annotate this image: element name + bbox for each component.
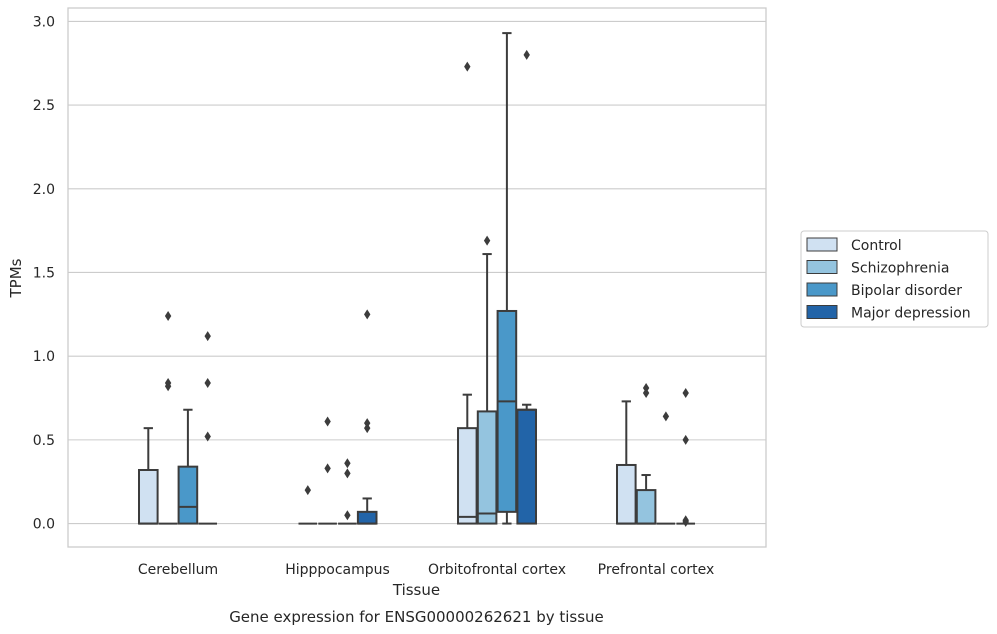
outlier-point xyxy=(164,377,172,388)
y-tick-labels: 0.0 0.5 1.0 1.5 2.0 2.5 3.0 xyxy=(33,14,55,532)
box-iqr xyxy=(516,408,538,525)
outlier-point xyxy=(164,311,172,321)
x-tick-label: Cerebellum xyxy=(138,562,218,578)
outlier-point xyxy=(682,434,689,445)
x-tick-label: Hipppocampus xyxy=(285,562,390,578)
box-major-depression xyxy=(516,49,538,525)
box-major-depression xyxy=(198,331,217,525)
box-iqr xyxy=(356,510,378,525)
box-control xyxy=(457,61,478,525)
legend-swatch xyxy=(806,282,838,297)
y-tick-label: 1.0 xyxy=(33,349,55,365)
y-tick-label: 2.5 xyxy=(33,98,55,114)
box-iqr xyxy=(476,410,498,525)
outlier-point xyxy=(464,61,471,72)
box-iqr xyxy=(457,427,478,525)
outlier-point xyxy=(324,416,331,427)
outlier-point xyxy=(344,468,351,479)
x-tick-label: Orbitofrontal cortex xyxy=(428,562,566,578)
outlier-point xyxy=(662,411,670,422)
box-iqr xyxy=(138,469,159,525)
y-axis-title: TPMs xyxy=(7,258,25,298)
outlier-point xyxy=(344,458,351,469)
legend-label: Schizophrenia xyxy=(851,261,949,277)
outlier-point xyxy=(364,418,371,429)
grid-lines xyxy=(68,20,766,525)
legend: Control Schizophrenia Bipolar disorder Majo… xyxy=(800,230,989,328)
box-schizophrenia xyxy=(635,382,657,525)
outlier-point xyxy=(324,463,331,474)
outlier-point xyxy=(204,377,211,388)
legend-frame xyxy=(800,230,989,328)
box-iqr xyxy=(635,489,657,525)
y-tick-label: 3.0 xyxy=(33,14,55,30)
outlier-point xyxy=(642,388,650,398)
y-tick-label: 0.5 xyxy=(33,433,55,449)
legend-swatch xyxy=(806,260,838,274)
legend-label: Major depression xyxy=(851,306,971,322)
legend-label: Bipolar disorder xyxy=(851,283,962,299)
box-schizophrenia xyxy=(318,416,337,525)
box-major-depression xyxy=(356,309,378,525)
x-tick-labels: Cerebellum Hipppocampus Orbitofrontal cort… xyxy=(138,562,714,578)
outlier-point xyxy=(364,423,371,434)
boxes xyxy=(138,32,695,527)
outlier-point xyxy=(682,515,689,526)
legend-label: Control xyxy=(851,238,902,254)
outlier-point xyxy=(304,485,311,496)
x-axis-title: Tissue xyxy=(392,581,440,599)
box-iqr xyxy=(177,465,199,525)
plot-frame xyxy=(67,7,767,548)
box-control xyxy=(616,400,637,525)
outlier-point xyxy=(204,431,211,442)
y-tick-label: 2.0 xyxy=(33,182,55,198)
outlier-point xyxy=(523,49,530,60)
box-schizophrenia xyxy=(476,235,498,525)
outlier-point xyxy=(364,309,371,320)
chart-caption: Gene expression for ENSG00000262621 by t… xyxy=(229,608,604,626)
box-bipolar-disorder xyxy=(338,458,357,525)
box-iqr xyxy=(496,309,518,513)
box-bipolar-disorder xyxy=(656,411,676,525)
box-schizophrenia xyxy=(158,311,178,525)
box-control xyxy=(298,485,318,525)
box-iqr xyxy=(616,463,637,525)
outlier-point xyxy=(483,235,491,246)
x-tick-label: Prefrontal cortex xyxy=(598,562,715,578)
outlier-point xyxy=(642,382,650,393)
y-tick-label: 0.0 xyxy=(33,517,55,533)
legend-swatch xyxy=(806,237,838,252)
y-tick-label: 1.5 xyxy=(33,265,55,281)
legend-swatch xyxy=(806,305,838,319)
box-bipolar-disorder xyxy=(496,32,518,525)
outlier-point xyxy=(682,388,689,398)
plot-area xyxy=(68,8,766,547)
outlier-point xyxy=(344,510,351,521)
outlier-point xyxy=(204,331,211,342)
box-bipolar-disorder xyxy=(177,408,199,525)
box-control xyxy=(138,427,159,525)
box-major-depression xyxy=(676,388,695,527)
